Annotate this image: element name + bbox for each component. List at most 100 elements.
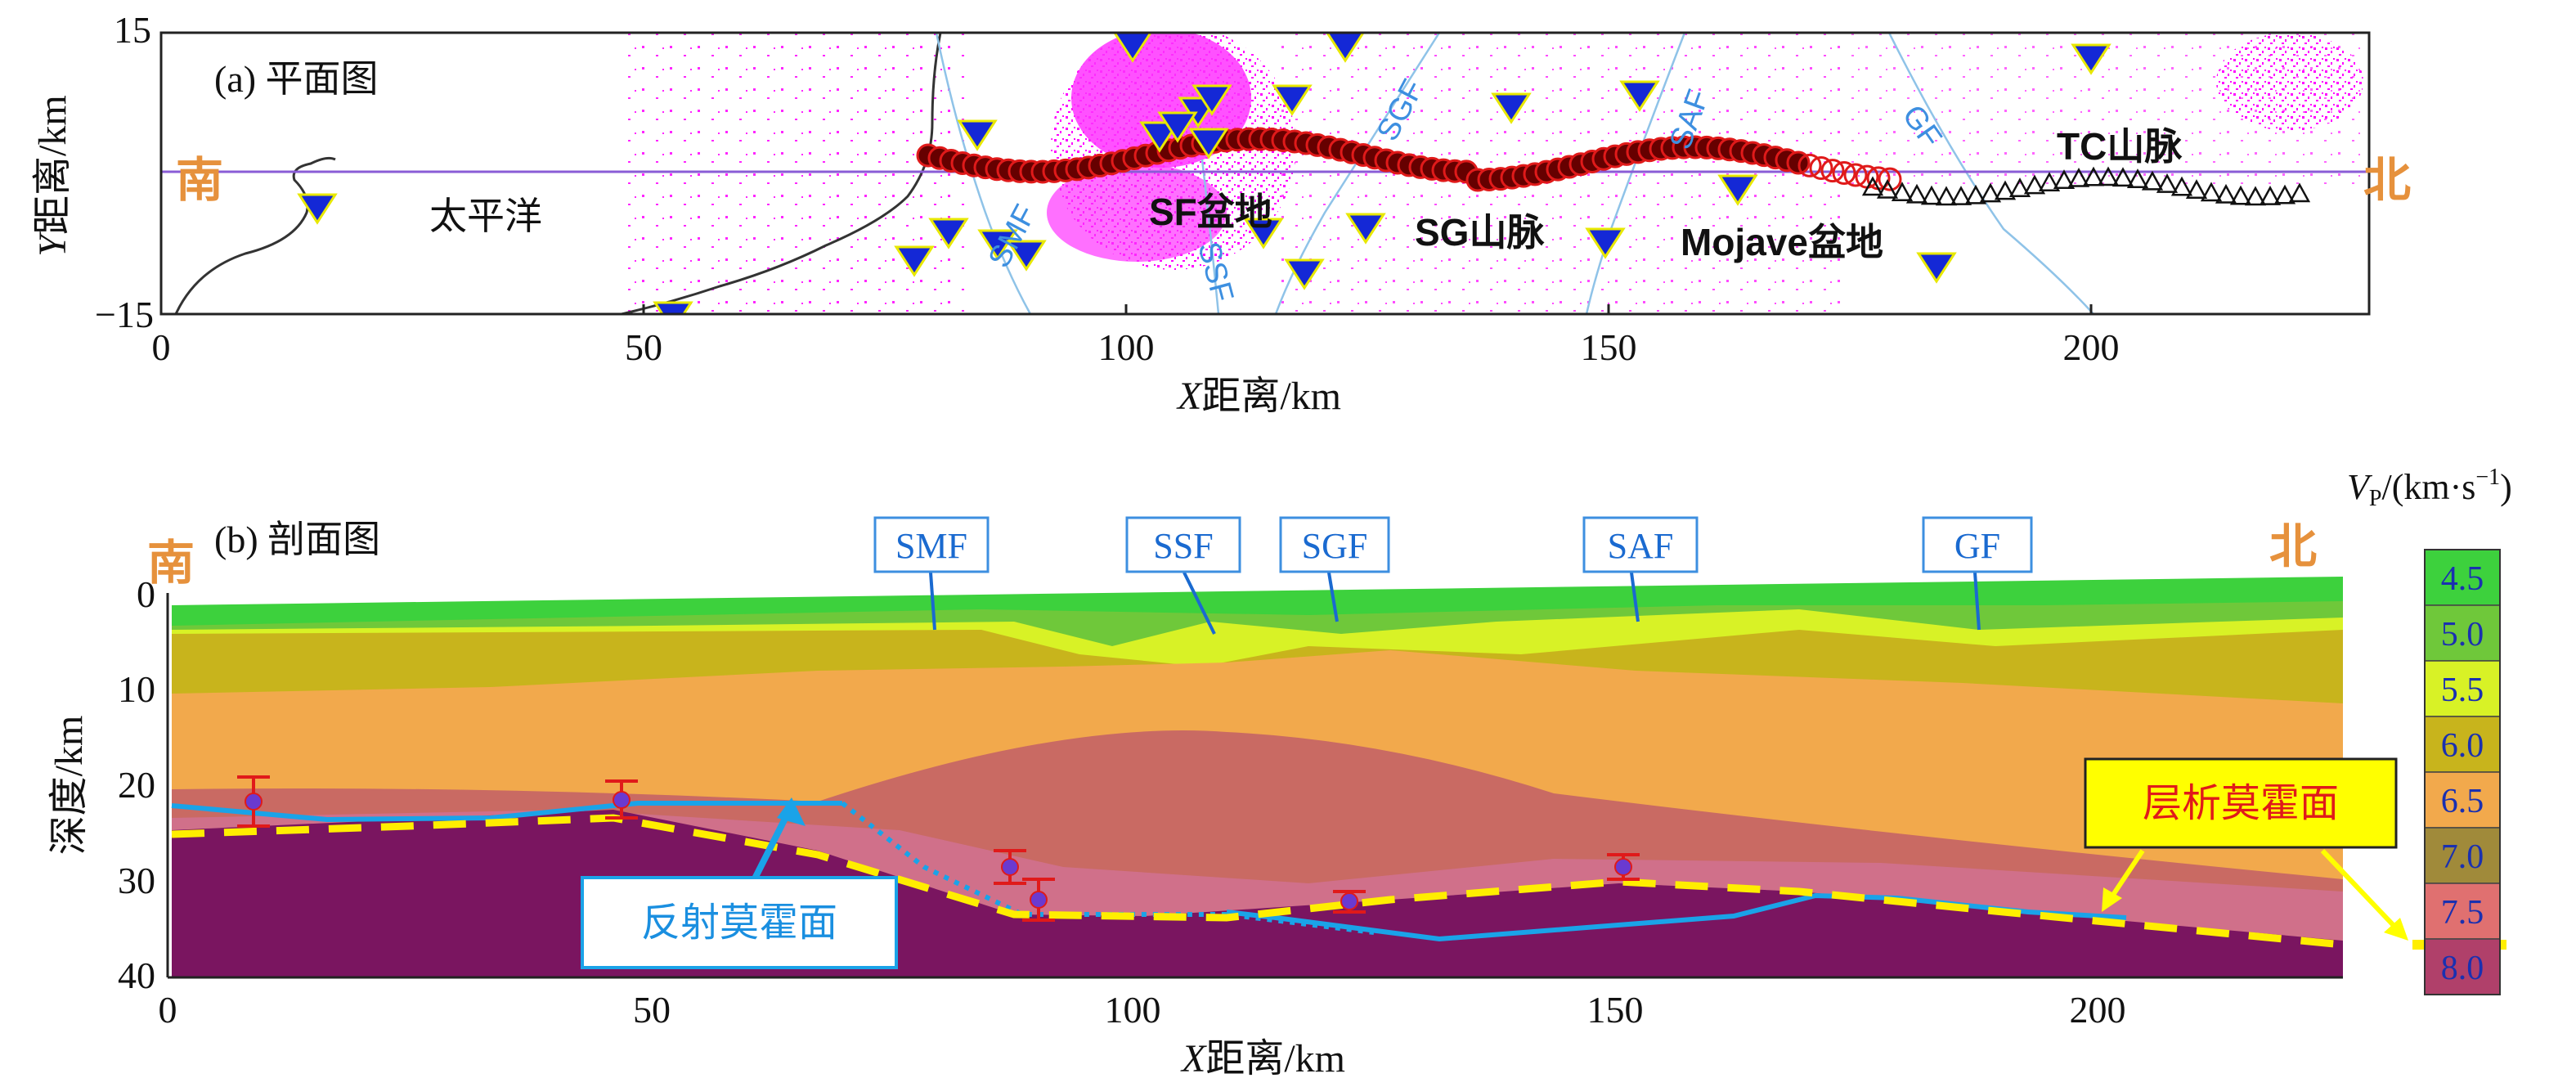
map-x-tick-50: 50 [625,326,662,368]
station-triangle [2023,174,2046,195]
station-circle [1809,156,1833,181]
station-marker [1006,240,1047,272]
colorbar-value: 7.0 [2441,838,2484,876]
map-x-tick-150: 150 [1581,326,1637,368]
station-triangle [2067,167,2090,187]
station-triangle [1920,185,1943,205]
moho-depth-points [245,791,1632,910]
section-y-tick-10: 10 [118,668,155,710]
colorbar-cell [2424,660,2501,717]
station-marker [1491,92,1532,124]
station-triangle [1935,186,1958,206]
section-y-tick-20: 20 [118,764,155,806]
station-marker [957,119,998,151]
fault-box-gf: GF [1922,516,2033,573]
station-marker [297,193,338,225]
station-marker [1272,84,1313,116]
map-north-label: 北 [2363,154,2411,207]
colorbar-value: 6.5 [2441,783,2484,820]
reflection-moho-callout: 反射莫霍面 [581,797,898,969]
station-array [916,127,2311,206]
station-triangle [2082,166,2105,186]
station-marker [977,229,1018,261]
fault-box-ssf: SSF [1125,516,1241,573]
velocity-section [171,573,2343,977]
station-marker [1139,121,1180,153]
station-triangle [2273,184,2296,204]
coastline-2 [621,33,942,314]
station-circle [1820,159,1845,183]
section-south-label: 南 [147,537,195,590]
map-y-tick-bottom: −15 [95,294,154,335]
station-triangle [2215,183,2237,204]
colorbar-title: VP/(km·s−1) [2347,465,2512,511]
colorbar-cell [2424,604,2501,662]
section-y-tick-30: 30 [118,860,155,901]
svg-text:SAF: SAF [1608,526,1674,566]
svg-text:反射莫霍面: 反射莫霍面 [641,901,837,945]
station-marker [894,245,935,277]
panel-a-map: (a) 平面图 15 −15 0 50 100 150 200 X距离/km Y… [31,9,2411,418]
station-triangle [2156,173,2179,193]
map-x-tick-200: 200 [2063,326,2120,368]
station-marker [928,218,969,249]
map-x-axis-label: X距离/km [1176,375,1341,418]
section-x-tick-150: 150 [1587,989,1644,1031]
panel-b-label: (b) 剖面图 [214,519,380,560]
colorbar-cell [2424,883,2501,940]
fault-box-smf: SMF [873,516,990,573]
station-triangle [2053,169,2076,189]
colorbar-value: 7.5 [2441,894,2484,932]
section-y-tick-40: 40 [118,954,155,996]
reflection-moho-line [171,801,842,823]
station-marker [1326,33,1365,63]
station-triangle [2200,182,2223,202]
station-triangle [2141,170,2164,191]
station-triangle [2185,179,2208,199]
station-marker [1717,174,1758,206]
section-north-label: 北 [2269,520,2317,573]
colorbar-value: 5.5 [2441,672,2484,709]
section-fault-lines [929,573,1981,635]
colorbar-value: 5.0 [2441,616,2484,654]
fault-box-sgf: SGF [1279,516,1390,573]
station-marker [1188,128,1229,159]
blue-triangle-stations [297,33,2112,314]
seismicity-cluster-2 [1047,164,1227,262]
fault-trace-smf [935,33,1032,314]
station-triangle [1950,186,1972,205]
svg-text:SSF: SSF [1153,526,1213,566]
station-marker [1619,80,1660,112]
colorbar-cell [2424,549,2501,606]
station-triangle [2038,172,2061,191]
sf-basin-label: SF盆地 [1149,191,1272,233]
svg-text:GF: GF [1954,526,2000,566]
velocity-colorbar: 4.5 5.0 5.5 6.0 6.5 7.0 7.5 8.0 [2424,549,2501,995]
station-triangle [2008,177,2031,197]
svg-text:层析莫霍面: 层析莫霍面 [2143,782,2339,825]
colorbar-cell [2424,771,2501,829]
sg-mountains-label: SG山脉 [1415,211,1545,254]
svg-text:SMF: SMF [895,526,967,566]
map-x-ticks [159,304,2093,314]
station-triangle [2229,185,2252,205]
svg-text:SGF: SGF [1302,526,1368,566]
station-triangle [1964,184,1987,204]
station-marker [653,301,693,314]
colorbar-cell [2424,716,2501,773]
map-x-tick-0: 0 [152,326,171,368]
section-x-tick-200: 200 [2070,989,2126,1031]
colorbar-cell [2424,938,2501,995]
fault-trace-saf [1585,33,1686,314]
map-area [161,33,2369,314]
station-triangle [1979,182,2002,203]
station-circle [1843,163,1868,187]
seismicity-cluster-right [2216,33,2363,131]
colorbar-frame [2424,549,2501,995]
seismicity-sparse-left [622,33,965,314]
section-x-tick-50: 50 [633,989,671,1031]
station-marker [1157,111,1198,143]
map-frame [159,31,2371,316]
station-triangle [2112,167,2134,187]
station-triangle [2097,166,2120,186]
